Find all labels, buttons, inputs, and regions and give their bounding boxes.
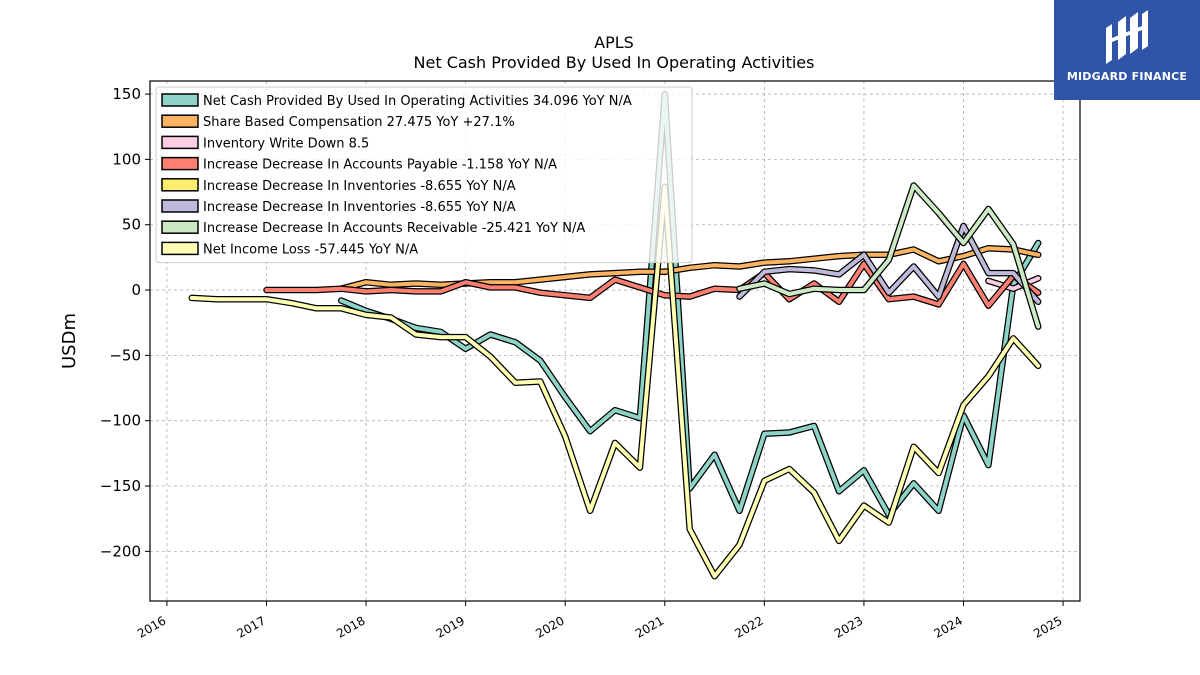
legend-swatch	[161, 178, 199, 192]
x-tick-label: 2022	[732, 613, 765, 640]
legend-entry: Increase Decrease In Accounts Payable -1…	[203, 158, 557, 173]
legend: Net Cash Provided By Used In Operating A…	[155, 86, 693, 264]
legend-entry: Increase Decrease In Inventories -8.655 …	[203, 200, 516, 215]
x-tick-label: 2017	[235, 613, 268, 640]
x-tick-label: 2018	[334, 613, 367, 640]
series-lines	[188, 90, 1042, 580]
legend-box	[155, 86, 693, 264]
legend-entry: Inventory Write Down 8.5	[203, 136, 369, 151]
legend-swatch	[161, 114, 199, 128]
legend-swatch	[161, 156, 199, 171]
chart-subtitle: Net Cash Provided By Used In Operating A…	[414, 53, 815, 72]
x-tick-label: 2019	[434, 613, 467, 640]
legend-entry: Share Based Compensation 27.475 YoY +27.…	[203, 115, 515, 130]
brand-mark-icon	[1106, 10, 1148, 64]
y-axis: 150 100 50 0 −50 −100 −150 −200	[100, 85, 150, 560]
y-tick-label: 0	[131, 281, 141, 299]
legend-swatch	[161, 93, 199, 107]
legend-entry: Increase Decrease In Accounts Receivable…	[203, 221, 585, 236]
grid	[150, 81, 1080, 601]
series-line-7	[189, 184, 1041, 579]
x-tick-label: 2021	[633, 613, 666, 640]
brand-logo: MIDGARD FINANCE	[1054, 0, 1200, 100]
x-tick-label: 2025	[1031, 613, 1064, 640]
x-tick-label: 2023	[832, 613, 865, 640]
legend-swatch	[161, 220, 199, 234]
y-tick-label: −200	[100, 542, 141, 560]
brand-name: MIDGARD FINANCE	[1066, 70, 1188, 83]
legend-swatch	[161, 135, 199, 150]
y-tick-label: 50	[122, 216, 141, 234]
y-tick-label: −100	[100, 412, 141, 430]
series-line-6	[737, 183, 1041, 329]
legend-swatch	[161, 199, 199, 213]
legend-swatch	[161, 241, 199, 256]
series-line-5	[737, 224, 1041, 304]
x-tick-label: 2024	[932, 613, 965, 640]
plot-frame	[149, 80, 1081, 602]
legend-entry: Net Cash Provided By Used In Operating A…	[203, 94, 632, 109]
y-axis-label: USDm	[59, 313, 80, 369]
legend-entry: Net Income Loss -57.445 YoY N/A	[203, 242, 418, 257]
x-tick-label: 2016	[135, 613, 168, 640]
y-tick-label: 150	[112, 85, 141, 103]
series-line-2	[986, 276, 1041, 291]
x-tick-label: 2020	[533, 613, 566, 640]
y-tick-label: 100	[112, 150, 141, 168]
chart-title: APLS	[594, 33, 634, 52]
y-tick-label: −150	[100, 477, 141, 495]
legend-entry: Increase Decrease In Inventories -8.655 …	[203, 179, 516, 194]
y-tick-label: −50	[109, 346, 141, 364]
x-axis: 2016 2017 2018 2019 2020 2021 2022 2023 2024 2025	[135, 601, 1065, 641]
